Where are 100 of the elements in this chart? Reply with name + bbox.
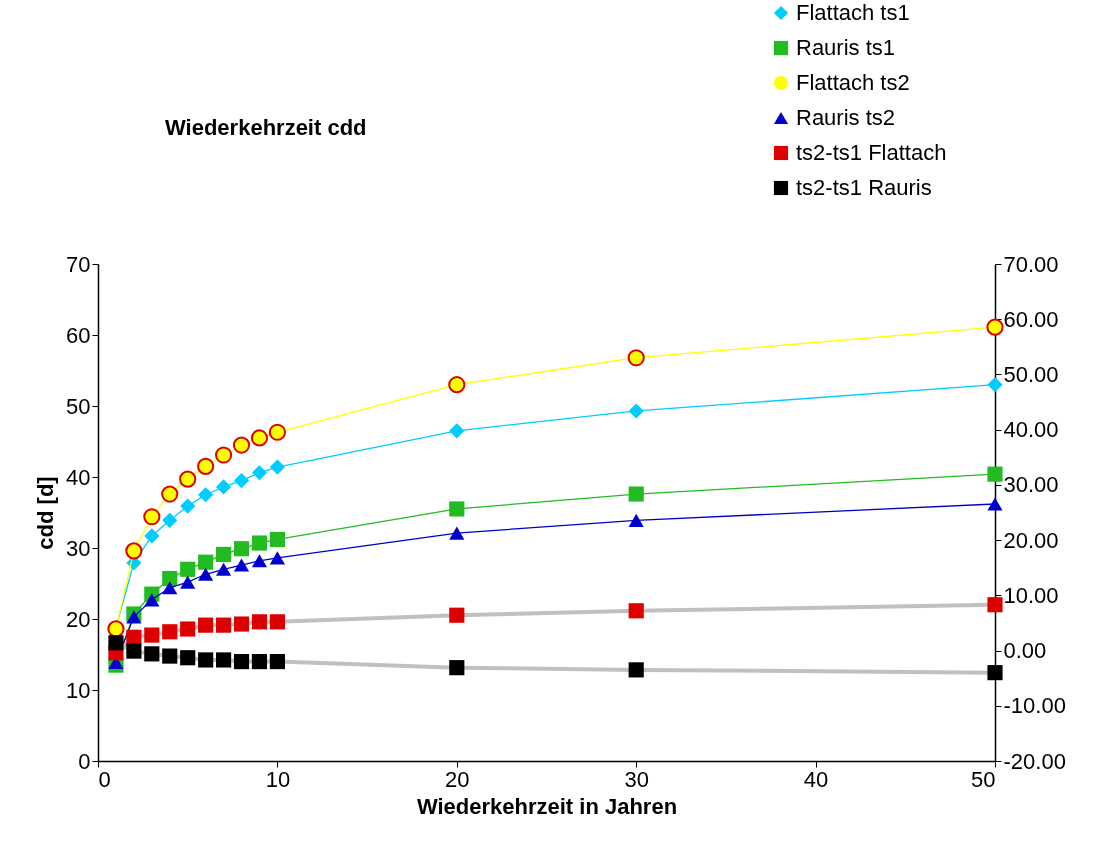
- point: [628, 403, 644, 419]
- point: [233, 558, 250, 572]
- y-tick-label: 50: [66, 393, 91, 419]
- point: [126, 610, 142, 624]
- point: [986, 318, 1004, 336]
- point: [628, 486, 644, 502]
- point: [180, 575, 196, 589]
- point: [251, 535, 268, 551]
- legend-label: ts2-ts1 Flattach: [796, 140, 947, 165]
- point: [987, 466, 1003, 482]
- x-tick-label: 10: [265, 766, 291, 792]
- legend-label: Flattach ts2: [796, 70, 910, 95]
- x-tick-label: 40: [803, 766, 829, 792]
- y2-tick-label: 10.00: [1003, 582, 1059, 608]
- point: [448, 376, 466, 394]
- point: [449, 526, 465, 540]
- y-tick-label: 30: [66, 535, 91, 561]
- point: [198, 652, 214, 668]
- legend-label: Flattach ts1: [796, 0, 910, 25]
- point: [233, 541, 250, 557]
- point: [232, 436, 251, 454]
- point: [987, 497, 1003, 511]
- y2-tick-label: -20.00: [1003, 748, 1066, 774]
- y2-tick-label: 70.00: [1003, 251, 1059, 277]
- point: [269, 531, 285, 548]
- y2-tick-label: 40.00: [1003, 417, 1059, 443]
- point: [268, 423, 286, 441]
- y-tick-label: 70: [66, 251, 91, 277]
- point: [162, 512, 178, 528]
- y2-tick-label: 20.00: [1003, 527, 1059, 553]
- y-tick-label: 10: [66, 677, 91, 703]
- point: [216, 479, 232, 495]
- point: [987, 597, 1003, 613]
- y2-tick-label: 60.00: [1003, 306, 1059, 332]
- x-tick-label: 0: [98, 766, 111, 792]
- point: [126, 629, 142, 645]
- chart-title: Wiederkehrzeit cdd: [165, 115, 367, 140]
- point: [198, 567, 214, 581]
- point: [628, 603, 644, 619]
- point: [449, 607, 465, 623]
- point: [198, 554, 214, 570]
- y-tick-label: 0: [78, 748, 91, 774]
- point: [251, 554, 268, 568]
- point: [179, 470, 197, 488]
- point: [269, 459, 285, 475]
- x-axis-title: Wiederkehrzeit in Jahren: [416, 793, 678, 819]
- point: [215, 446, 233, 464]
- y-tick-label: 20: [66, 606, 91, 632]
- point: [108, 635, 124, 651]
- point: [269, 654, 285, 670]
- y2-tick-label: 30.00: [1003, 472, 1059, 498]
- point: [251, 654, 268, 670]
- point: [180, 650, 196, 666]
- x-tick-label: 20: [445, 766, 470, 792]
- x-tick-label: 50: [971, 766, 996, 792]
- point: [449, 501, 465, 517]
- point: [449, 423, 465, 439]
- point: [250, 429, 269, 447]
- point: [216, 617, 232, 633]
- point: [197, 457, 215, 475]
- point: [126, 643, 142, 659]
- point: [251, 465, 268, 481]
- point: [449, 660, 465, 676]
- point: [144, 528, 160, 544]
- point: [269, 614, 285, 630]
- point: [627, 349, 645, 367]
- y-tick-label: 60: [66, 322, 91, 348]
- point: [233, 616, 250, 632]
- point: [269, 551, 285, 565]
- point: [251, 614, 268, 630]
- point: [180, 561, 196, 577]
- point: [180, 498, 196, 514]
- point: [233, 472, 250, 489]
- point: [628, 513, 644, 527]
- y2-tick-label: -10.00: [1003, 693, 1066, 719]
- point: [987, 377, 1003, 393]
- y-tick-label: 40: [66, 464, 91, 490]
- point: [125, 542, 143, 560]
- legend-label: Rauris ts2: [796, 105, 896, 130]
- x-tick-label: 30: [624, 766, 649, 792]
- point: [987, 665, 1003, 681]
- point: [162, 581, 178, 595]
- y2-tick-label: 0.00: [1003, 638, 1047, 664]
- point: [162, 648, 178, 664]
- y2-tick-label: 50.00: [1003, 361, 1059, 387]
- point: [162, 624, 178, 640]
- point: [216, 562, 232, 576]
- legend-label: ts2-ts1 Rauris: [796, 175, 932, 200]
- point: [143, 508, 161, 526]
- point: [628, 662, 644, 678]
- point: [161, 485, 179, 503]
- point: [233, 654, 250, 670]
- point: [216, 652, 232, 668]
- point: [198, 617, 214, 633]
- point: [198, 487, 214, 503]
- point: [144, 646, 160, 662]
- legend-label: Rauris ts1: [796, 35, 896, 60]
- point: [144, 593, 160, 607]
- point: [144, 627, 160, 643]
- point: [216, 546, 232, 562]
